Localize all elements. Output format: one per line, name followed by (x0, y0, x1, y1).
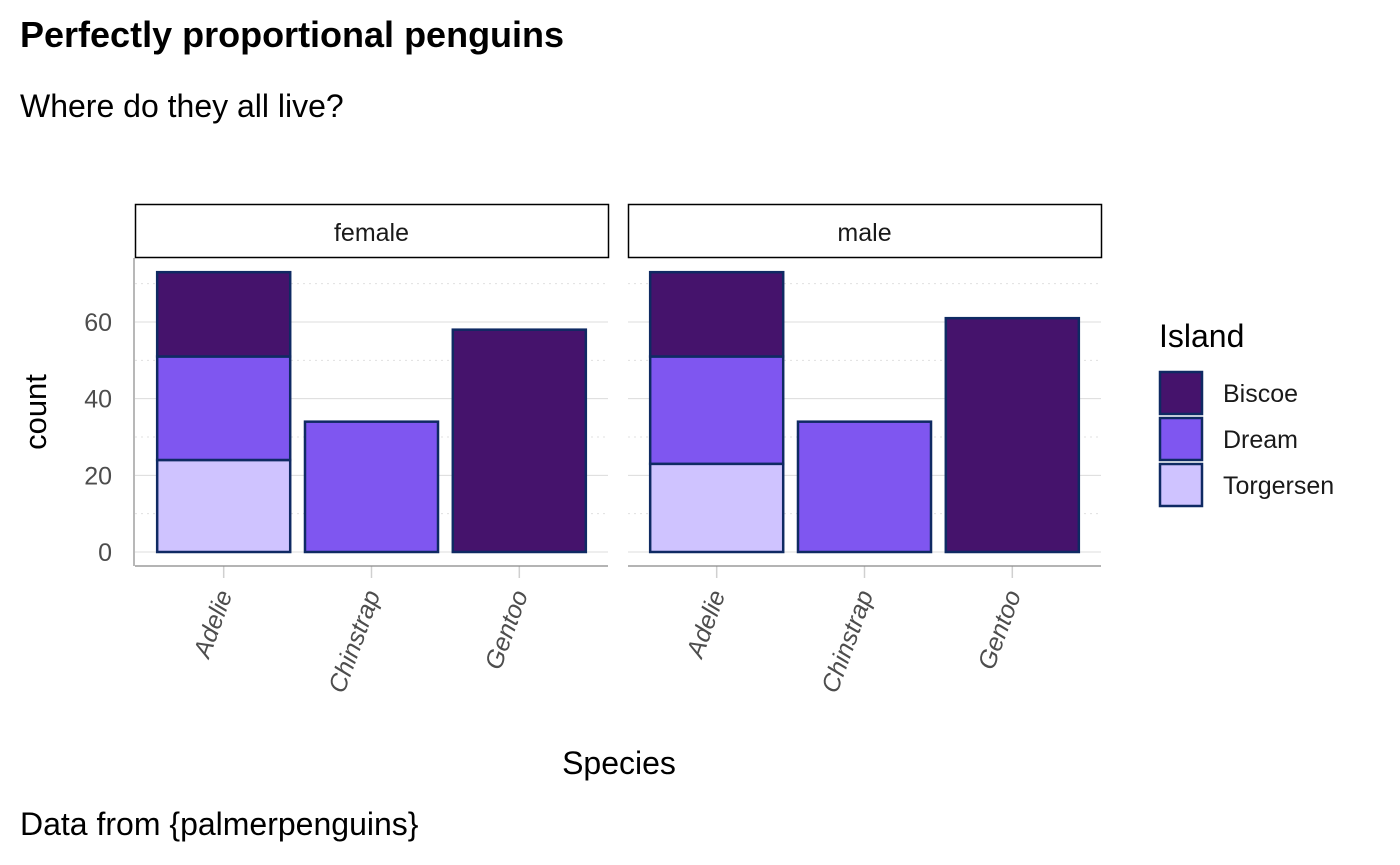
y-axis-title: count (18, 374, 53, 450)
facet-label: female (334, 219, 409, 247)
x-tick-label: Gentoo (973, 586, 1027, 673)
bar-male-Adelie-Torgersen (648, 462, 785, 554)
bar-female-Chinstrap-Dream (303, 420, 440, 554)
legend-label: Dream (1223, 426, 1298, 454)
chart-caption: Data from {palmerpenguins} (20, 806, 419, 842)
legend-key-Torgersen (1158, 462, 1204, 508)
x-tick-label: Adelie (681, 586, 732, 663)
bar-female-Adelie-Torgersen (155, 458, 292, 554)
x-tick-label: Chinstrap (323, 586, 386, 696)
chart-subtitle: Where do they all live? (20, 88, 344, 124)
legend-key-Biscoe (1158, 370, 1204, 416)
bar-male-Adelie-Dream (648, 355, 785, 466)
bar-female-Adelie-Dream (155, 355, 292, 462)
y-tick-label: 0 (98, 539, 112, 567)
legend-title: Island (1159, 318, 1244, 354)
x-tick-label: Gentoo (480, 586, 534, 673)
bar-male-Chinstrap-Dream (796, 420, 933, 554)
facet-label: male (837, 219, 891, 247)
chart-title: Perfectly proportional penguins (20, 14, 565, 55)
legend-label: Torgersen (1223, 472, 1334, 500)
x-axis-title: Species (562, 745, 676, 781)
x-tick-label: Adelie (188, 586, 239, 663)
y-tick-label: 40 (84, 386, 112, 414)
legend-key-Dream (1158, 416, 1204, 462)
legend-label: Biscoe (1223, 380, 1298, 408)
bar-female-Gentoo-Biscoe (451, 328, 588, 554)
bar-male-Gentoo-Biscoe (944, 316, 1081, 554)
x-tick-label: Chinstrap (816, 586, 879, 696)
facet-strip-male (627, 203, 1103, 259)
y-tick-label: 60 (84, 309, 112, 337)
y-tick-label: 20 (84, 462, 112, 490)
bar-female-Adelie-Biscoe (155, 270, 292, 358)
bar-male-Adelie-Biscoe (648, 270, 785, 358)
facet-strip-female (134, 203, 610, 259)
